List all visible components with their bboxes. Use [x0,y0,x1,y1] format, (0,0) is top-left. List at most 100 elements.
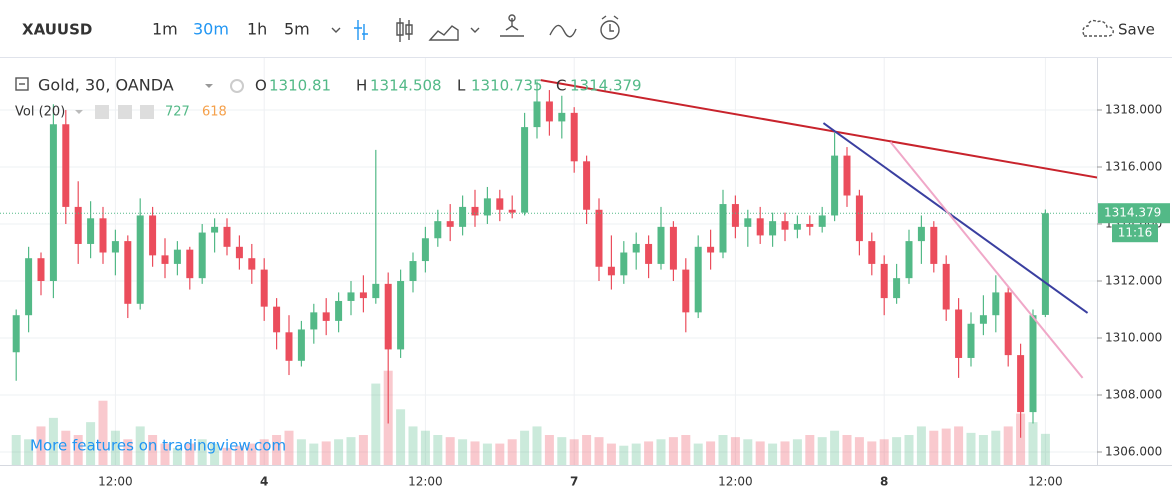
candle-body [1017,355,1025,413]
ohlc-key: C [556,77,566,95]
volume-bar [1028,422,1038,465]
collapse-icon[interactable] [15,77,29,91]
candle-body [595,209,603,267]
candle-body [905,241,913,279]
volume-bar [830,430,840,465]
volume-bar [805,435,815,465]
volume-bar [371,383,381,465]
ohlc-key: L [457,77,466,95]
volume-label: Vol (20) [15,105,65,120]
volume-bar [11,435,21,465]
volume-bar [482,443,492,465]
volume-bar [1040,433,1050,465]
candle-body [558,112,566,122]
volume-bar [334,439,344,465]
ohlc-value: 1310.735 [471,77,543,95]
x-tick-label: 7 [570,475,578,489]
volume-bar [396,409,406,465]
candle-body [1041,213,1049,315]
alert-hands [601,15,619,32]
volume-bar [98,400,108,465]
watermark: More features on tradingview.com [30,437,286,455]
candle-body [397,281,405,350]
candle-body [508,209,516,213]
alert-icon[interactable] [600,20,620,40]
volume-bar [916,426,926,465]
volume-bar [892,437,902,465]
volume-bar [470,441,480,465]
volume-bar [24,439,34,465]
candle-body [421,238,429,262]
candle-body [434,221,442,239]
volume-bar [520,430,530,465]
candle-body [99,218,107,253]
candle-body [74,206,82,244]
countdown-label: 11:16 [1118,226,1153,240]
ohlc-value: 1310.81 [269,77,331,95]
interval-button[interactable]: 1h [247,20,267,39]
vol-dropdown [75,110,83,114]
volume-bar [718,435,728,465]
volume-bar [904,435,914,465]
interval-dropdown[interactable] [331,27,341,33]
candle-body [235,246,243,259]
ohlc-key: O [255,77,267,95]
candle-body [12,315,20,353]
candle-body [37,258,45,282]
candles-icon[interactable] [396,18,413,42]
volume-bar [36,426,46,465]
volume-bar [557,437,567,465]
interval-button[interactable]: 1m [152,20,178,39]
volume-bar [272,435,282,465]
volume-bar [185,443,195,465]
symbol[interactable]: XAUUSD [22,21,92,39]
candle-body [781,221,789,230]
bars-icon[interactable] [354,20,368,40]
volume-bar [743,439,753,465]
candle-body [49,124,57,282]
volume-bar [941,428,951,465]
candle-body [570,112,578,162]
y-tick-label: 1306.000 [1105,445,1162,459]
volume-bar [346,437,356,465]
indicator-node [508,14,516,22]
volume-bar [681,435,691,465]
candle-body [657,226,665,264]
candle-body [347,292,355,301]
area-icon[interactable] [428,25,459,41]
candle-body [855,195,863,242]
volume-bar [210,443,220,465]
candle-body [955,309,963,358]
candle-body [161,255,169,264]
candle-body [471,206,479,216]
candle-body [111,241,119,253]
volume-bar [61,430,71,465]
compare-icon[interactable] [549,24,577,38]
volume-bar [978,435,988,465]
dropdown-icon[interactable] [470,27,480,33]
vol-settings-icon [118,105,132,119]
candle-body [446,221,454,227]
candle-body [186,249,194,279]
title-dropdown [205,84,213,88]
candle-body [632,243,640,253]
candle-body [793,224,801,230]
candle-body [620,252,628,276]
y-tick-label: 1308.000 [1105,388,1162,402]
interval-button[interactable]: 5m [284,20,310,39]
volume-bar [296,439,306,465]
candle-body [136,215,144,304]
volume-bar [110,430,120,465]
indicator-icon[interactable] [500,18,524,37]
x-tick-label: 4 [260,475,268,489]
interval-button[interactable]: 30m [193,20,229,39]
candle-body [372,283,380,299]
volume-bar [544,435,554,465]
candle-body [322,312,330,321]
save-label[interactable]: Save [1118,21,1155,39]
eye-icon [230,79,244,93]
chart-title: Gold, 30, OANDA [38,76,174,95]
candle-body [459,206,467,227]
candle-body [930,226,938,264]
candle-body [248,258,256,270]
